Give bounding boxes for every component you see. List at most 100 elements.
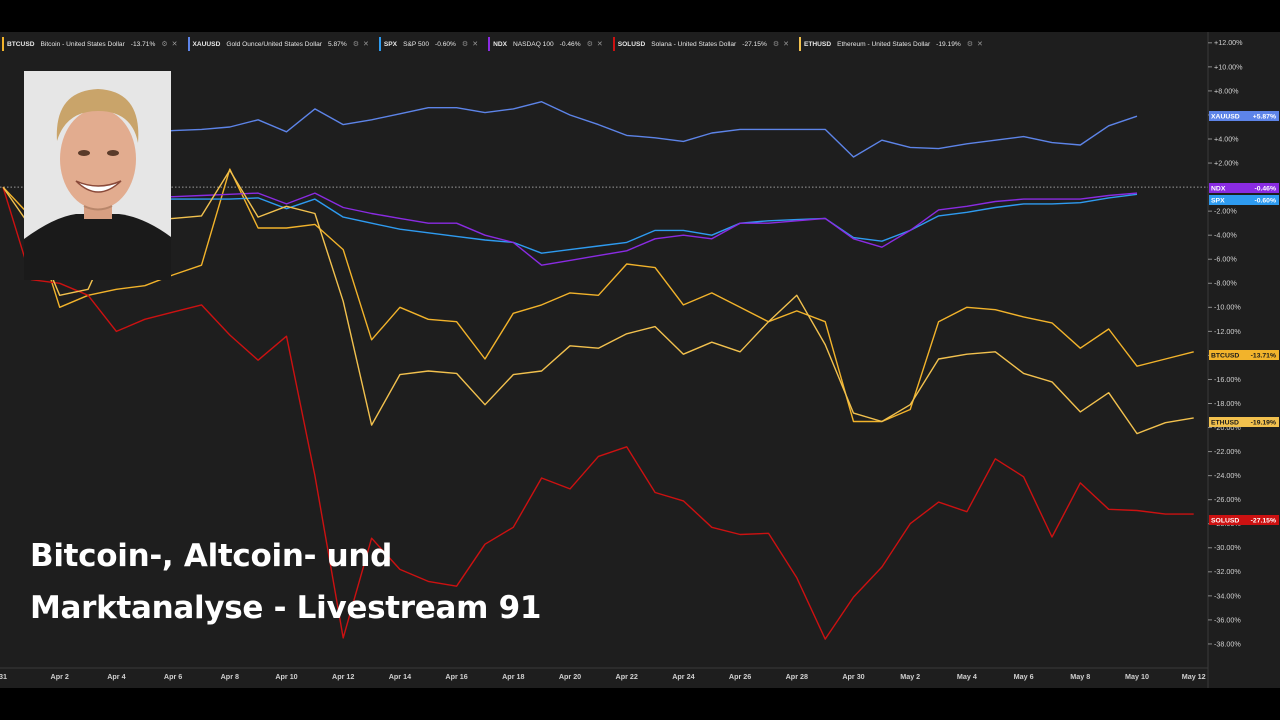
legend-item-solusd[interactable]: SOLUSD Solana - United States Dollar -27.1… (612, 37, 793, 51)
settings-icon[interactable]: ⚙ (352, 41, 359, 48)
stream-title-line-2: Marktanalyse - Livestream 91 (30, 590, 542, 626)
y-tick-label: -38.00% (1214, 639, 1241, 648)
axis-label-value: -19.19% (1251, 419, 1276, 426)
settings-icon[interactable]: ⚙ (966, 41, 974, 48)
axis-label-symbol: NDX (1211, 185, 1226, 192)
legend-item-xauusd[interactable]: XAUUSD Gold Ounce/United States Dollar 5.8… (187, 37, 373, 51)
y-tick-label: -36.00% (1214, 615, 1241, 624)
legend-description: S&P 500 (403, 40, 429, 48)
close-icon[interactable]: ✕ (596, 41, 603, 48)
series-line-ethusd (2, 169, 1194, 435)
y-tick-label: +4.00% (1214, 134, 1239, 143)
y-tick-label: -2.00% (1214, 207, 1237, 216)
legend-symbol: NDX (493, 40, 507, 48)
x-tick-label: Apr 30 (842, 672, 864, 681)
y-tick-label: +2.00% (1214, 158, 1239, 167)
x-tick-label: May 4 (957, 672, 977, 681)
legend-description: NASDAQ 100 (512, 40, 554, 48)
axis-label-xauusd: XAUUSD +5.87% (1209, 111, 1279, 121)
legend-symbol: ETHUSD (803, 40, 832, 48)
axis-label-value: -0.46% (1254, 185, 1276, 192)
legend-symbol: SOLUSD (617, 40, 646, 48)
legend-item-spx[interactable]: SPX S&P 500 -0.60% ⚙ ✕ (378, 37, 482, 51)
x-tick-label: Apr 6 (164, 672, 182, 681)
axis-label-symbol: SPX (1211, 197, 1225, 204)
series-legend: BTCUSD Bitcoin - United States Dollar -13.… (2, 37, 993, 51)
legend-symbol: BTCUSD (7, 40, 35, 48)
axis-label-symbol: BTCUSD (1211, 352, 1239, 359)
x-tick-label: 31 (0, 672, 7, 681)
x-tick-label: Apr 12 (332, 672, 354, 681)
chart-panel: +12.00%+10.00%+8.00%+6.00%+4.00%+2.00%-2… (0, 32, 1280, 688)
stream-title-line-1: Bitcoin-, Altcoin- und (30, 538, 393, 574)
y-tick-label: -24.00% (1214, 471, 1241, 480)
legend-change: -19.19% (936, 40, 961, 48)
x-tick-label: Apr 24 (672, 672, 694, 681)
legend-symbol: SPX (383, 40, 398, 48)
legend-change: 5.87% (328, 40, 347, 48)
y-tick-label: -26.00% (1214, 495, 1241, 504)
settings-icon[interactable]: ⚙ (586, 41, 593, 48)
x-tick-label: Apr 14 (389, 672, 411, 681)
y-tick-label: -18.00% (1214, 399, 1241, 408)
axis-label-value: -27.15% (1251, 517, 1276, 524)
settings-icon[interactable]: ⚙ (772, 41, 780, 48)
y-tick-label: -10.00% (1214, 303, 1241, 312)
series-line-ndx (144, 192, 1138, 266)
legend-symbol: XAUUSD (192, 40, 221, 48)
series-line-xauusd (144, 100, 1138, 158)
close-icon[interactable]: ✕ (472, 41, 479, 48)
settings-icon[interactable]: ⚙ (161, 41, 168, 48)
x-tick-label: Apr 8 (221, 672, 239, 681)
y-tick-label: -12.00% (1214, 327, 1241, 336)
presenter-portrait-icon (24, 71, 171, 280)
axis-label-value: -0.60% (1254, 197, 1276, 204)
legend-change: -0.60% (435, 40, 456, 48)
y-tick-label: -34.00% (1214, 591, 1241, 600)
series-line-spx (144, 193, 1138, 254)
x-tick-label: Apr 4 (107, 672, 125, 681)
legend-item-ethusd[interactable]: ETHUSD Ethereum - United States Dollar -19… (798, 37, 987, 51)
x-tick-label: May 2 (900, 672, 920, 681)
axis-label-spx: SPX -0.60% (1209, 195, 1279, 205)
x-tick-label: Apr 16 (445, 672, 467, 681)
stream-title: Bitcoin-, Altcoin- und Marktanalyse - Li… (30, 530, 541, 634)
x-tick-label: Apr 22 (616, 672, 638, 681)
comparison-line-chart: +12.00%+10.00%+8.00%+6.00%+4.00%+2.00%-2… (0, 32, 1280, 688)
close-icon[interactable]: ✕ (783, 41, 789, 48)
legend-item-ndx[interactable]: NDX NASDAQ 100 -0.46% ⚙ ✕ (488, 37, 607, 51)
plot-background (0, 32, 1280, 688)
y-tick-label: -6.00% (1214, 255, 1237, 264)
x-tick-label: Apr 26 (729, 672, 751, 681)
legend-change: -27.15% (742, 40, 767, 48)
x-tick-label: Apr 10 (275, 672, 297, 681)
close-icon[interactable]: ✕ (171, 41, 178, 48)
x-tick-label: Apr 20 (559, 672, 581, 681)
y-tick-label: -16.00% (1214, 375, 1241, 384)
axis-label-value: +5.87% (1253, 113, 1276, 120)
settings-icon[interactable]: ⚙ (461, 41, 469, 48)
axis-label-ndx: NDX -0.46% (1209, 183, 1279, 193)
y-tick-label: -30.00% (1214, 543, 1241, 552)
legend-description: Ethereum - United States Dollar (837, 40, 931, 48)
axis-label-btcusd: BTCUSD -13.71% (1209, 350, 1279, 360)
legend-description: Gold Ounce/United States Dollar (226, 40, 323, 48)
y-tick-label: +8.00% (1214, 86, 1239, 95)
axis-label-solusd: SOLUSD -27.15% (1209, 515, 1279, 525)
legend-description: Bitcoin - United States Dollar (40, 40, 125, 48)
x-tick-label: May 8 (1070, 672, 1090, 681)
presenter-photo (24, 71, 171, 280)
legend-item-btcusd[interactable]: BTCUSD Bitcoin - United States Dollar -13.… (2, 37, 182, 51)
close-icon[interactable]: ✕ (977, 41, 983, 48)
x-tick-label: Apr 28 (786, 672, 808, 681)
legend-description: Solana - United States Dollar (651, 40, 737, 48)
axis-label-value: -13.71% (1251, 352, 1276, 359)
axis-label-symbol: SOLUSD (1211, 517, 1239, 524)
x-tick-label: Apr 2 (51, 672, 69, 681)
y-tick-label: -32.00% (1214, 567, 1241, 576)
y-tick-label: -8.00% (1214, 279, 1237, 288)
close-icon[interactable]: ✕ (363, 41, 369, 48)
y-tick-label: -22.00% (1214, 447, 1241, 456)
y-tick-label: -4.00% (1214, 231, 1237, 240)
x-tick-label: May 6 (1014, 672, 1034, 681)
